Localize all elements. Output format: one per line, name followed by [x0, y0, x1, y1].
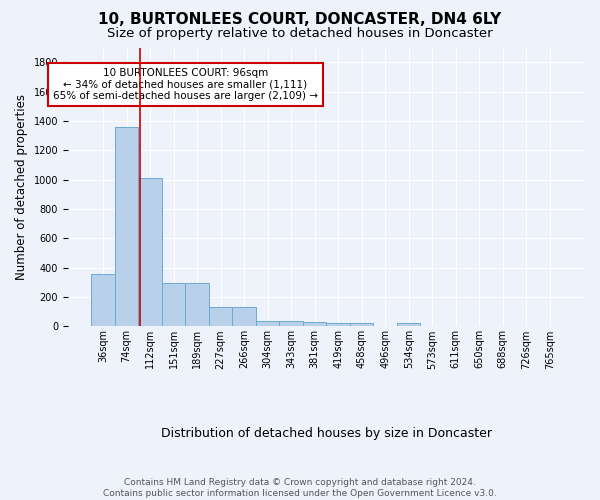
- Text: 10 BURTONLEES COURT: 96sqm
← 34% of detached houses are smaller (1,111)
65% of s: 10 BURTONLEES COURT: 96sqm ← 34% of deta…: [53, 68, 318, 101]
- Bar: [326, 324, 350, 326]
- Bar: [139, 178, 162, 326]
- Bar: [232, 308, 256, 326]
- Bar: [397, 324, 421, 326]
- Bar: [209, 308, 232, 326]
- Bar: [91, 274, 115, 326]
- Text: Contains HM Land Registry data © Crown copyright and database right 2024.
Contai: Contains HM Land Registry data © Crown c…: [103, 478, 497, 498]
- Bar: [115, 128, 139, 326]
- Y-axis label: Number of detached properties: Number of detached properties: [15, 94, 28, 280]
- X-axis label: Distribution of detached houses by size in Doncaster: Distribution of detached houses by size …: [161, 427, 492, 440]
- Bar: [185, 283, 209, 327]
- Bar: [256, 320, 280, 326]
- Bar: [162, 283, 185, 327]
- Text: Size of property relative to detached houses in Doncaster: Size of property relative to detached ho…: [107, 28, 493, 40]
- Bar: [350, 324, 373, 326]
- Bar: [303, 322, 326, 326]
- Text: 10, BURTONLEES COURT, DONCASTER, DN4 6LY: 10, BURTONLEES COURT, DONCASTER, DN4 6LY: [98, 12, 502, 28]
- Bar: [280, 320, 303, 326]
